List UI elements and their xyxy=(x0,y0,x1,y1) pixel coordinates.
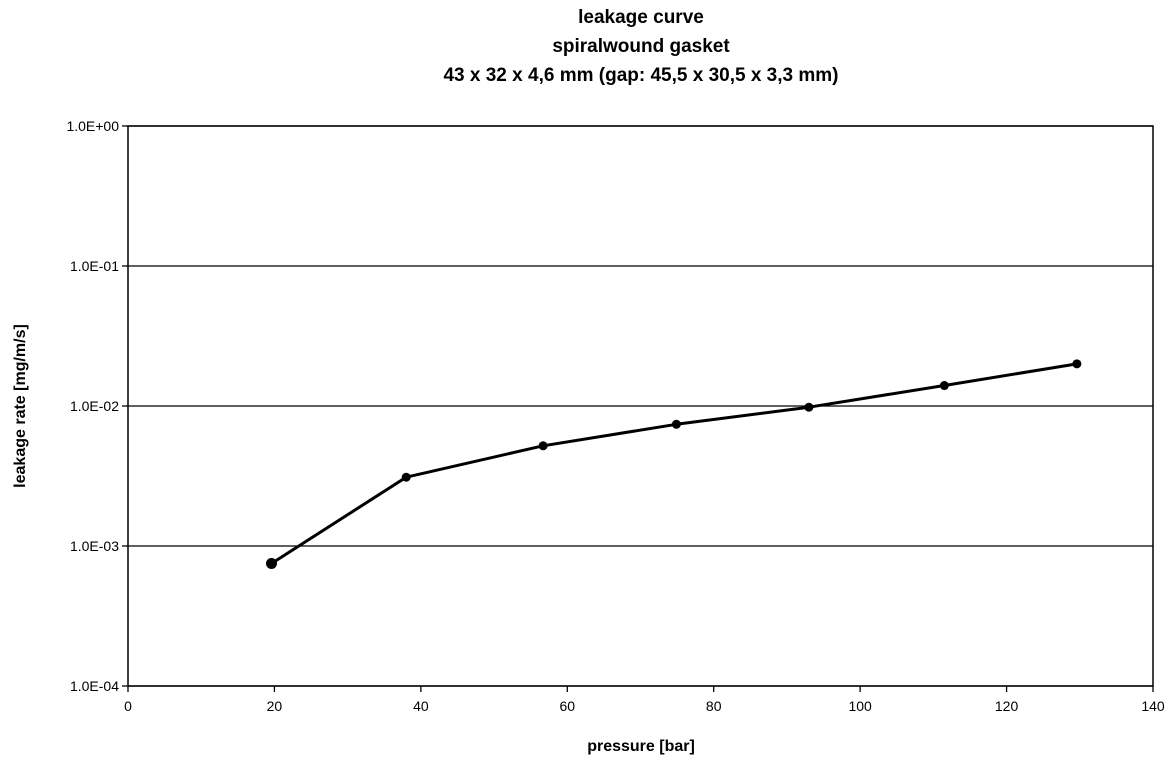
y-axis-title: leakage rate [mg/m/s] xyxy=(12,324,29,488)
x-axis-ticks: 0 20 40 60 80 100 120 140 xyxy=(124,686,1165,714)
x-tick-label: 80 xyxy=(706,698,722,714)
data-point xyxy=(401,472,411,482)
data-point xyxy=(266,557,277,569)
x-tick-label: 20 xyxy=(267,698,283,714)
y-tick-label: 1.0E+00 xyxy=(66,118,119,134)
y-tick-label: 1.0E-01 xyxy=(70,258,119,274)
x-tick-label: 140 xyxy=(1141,698,1165,714)
chart-title-line-1: leakage curve xyxy=(578,7,704,28)
y-tick-label: 1.0E-02 xyxy=(70,398,119,414)
chart-title: leakage curve spiralwound gasket 43 x 32… xyxy=(443,7,838,86)
x-tick-label: 60 xyxy=(559,698,575,714)
y-tick-label: 1.0E-04 xyxy=(70,678,119,694)
x-tick-label: 40 xyxy=(413,698,429,714)
grid-lines xyxy=(128,125,1153,687)
data-point xyxy=(1072,359,1082,369)
data-point xyxy=(538,441,548,451)
x-tick-label: 120 xyxy=(995,698,1019,714)
data-point xyxy=(939,381,949,391)
chart-title-line-3: 43 x 32 x 4,6 mm (gap: 45,5 x 30,5 x 3,3… xyxy=(443,65,838,86)
y-tick-label: 1.0E-03 xyxy=(70,538,119,554)
x-axis-title: pressure [bar] xyxy=(587,738,695,755)
x-tick-label: 0 xyxy=(124,698,132,714)
x-tick-label: 100 xyxy=(848,698,872,714)
chart-title-line-2: spiralwound gasket xyxy=(552,36,730,57)
series-line xyxy=(270,362,1079,565)
y-axis-ticks: 1.0E-04 1.0E-03 1.0E-02 1.0E-01 1.0E+00 xyxy=(66,118,128,694)
series-group xyxy=(266,359,1082,569)
data-point xyxy=(671,419,681,429)
data-point xyxy=(804,402,814,412)
